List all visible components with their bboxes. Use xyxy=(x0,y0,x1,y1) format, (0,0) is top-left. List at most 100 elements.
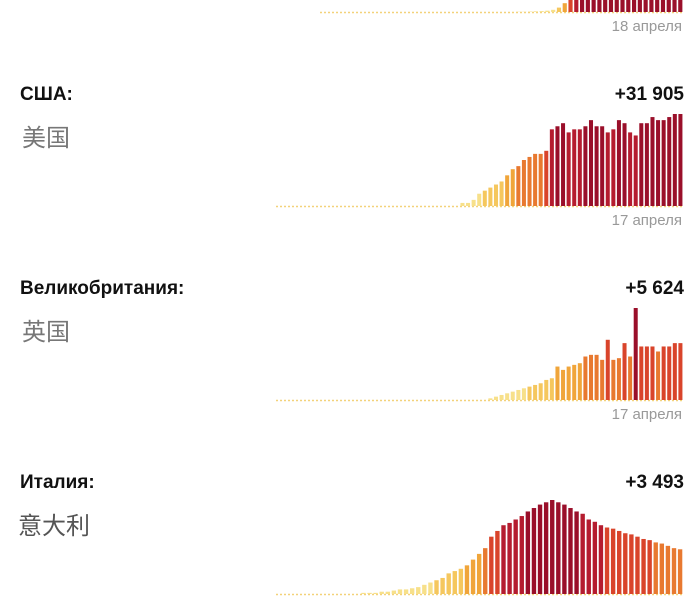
chart-bar xyxy=(561,123,566,206)
chart-bar xyxy=(409,588,415,594)
chart-bar xyxy=(660,0,666,12)
chart-bar xyxy=(505,393,510,400)
chart-uk xyxy=(276,308,684,402)
chart-bar xyxy=(391,590,397,594)
chart-bar xyxy=(510,391,515,400)
chart-bar xyxy=(622,123,627,206)
chart-bar xyxy=(483,548,488,594)
chart-bar xyxy=(591,0,596,12)
chart-bar xyxy=(477,193,482,206)
chart-bar xyxy=(533,11,538,12)
section-uk: Великобритания: 英国 +5 624 17 апреля xyxy=(0,278,700,438)
chart-bar xyxy=(650,346,655,400)
chart-bar xyxy=(568,0,573,12)
chart-bar xyxy=(549,378,554,400)
chart-bar xyxy=(597,0,602,12)
date-uk: 17 апреля xyxy=(611,406,682,423)
chart-bar xyxy=(488,398,493,400)
chart-bar xyxy=(586,519,591,594)
chart-bar xyxy=(580,0,585,12)
chart-bar xyxy=(397,589,403,594)
chart-usa xyxy=(276,114,684,208)
chart-bar xyxy=(574,511,579,594)
chart-top xyxy=(320,0,684,14)
chart-bar xyxy=(507,522,512,594)
chart-bar xyxy=(470,559,476,594)
chart-bar xyxy=(644,346,649,400)
chart-bar xyxy=(538,383,543,400)
chart-bar xyxy=(659,543,665,594)
chart-bar xyxy=(539,11,544,12)
chart-bar xyxy=(464,565,470,594)
chart-bar xyxy=(471,199,476,206)
chart-bar xyxy=(556,7,562,12)
chart-bar xyxy=(545,10,550,12)
chart-bar xyxy=(533,153,538,206)
chart-bar xyxy=(525,511,531,594)
chart-bar xyxy=(562,504,567,594)
chart-bar xyxy=(678,0,683,12)
chart-bar xyxy=(585,0,590,12)
chart-bar xyxy=(493,396,498,400)
chart-bar xyxy=(639,346,644,400)
chart-bar xyxy=(614,0,619,12)
chart-bar xyxy=(656,351,661,400)
country-cn-uk: 英国 xyxy=(22,318,70,346)
chart-bar xyxy=(611,359,616,400)
chart-bar xyxy=(516,166,521,206)
chart-bar xyxy=(556,502,561,594)
chart-bar xyxy=(476,553,482,594)
chart-bar xyxy=(605,339,610,400)
chart-bar xyxy=(628,356,633,400)
chart-bar xyxy=(577,129,582,206)
chart-bar xyxy=(460,202,465,206)
chart-bar xyxy=(572,364,577,400)
chart-bar xyxy=(555,126,560,206)
chart-bar xyxy=(661,120,666,206)
chart-bar xyxy=(655,0,660,12)
chart-bar xyxy=(672,0,677,12)
increase-italy: +3 493 xyxy=(625,472,684,493)
increase-usa: +31 905 xyxy=(614,84,684,105)
chart-bar xyxy=(488,187,493,206)
chart-bar xyxy=(603,0,608,12)
chart-bar xyxy=(555,366,560,400)
chart-bar xyxy=(677,549,683,594)
chart-bar xyxy=(628,132,633,206)
chart-bar xyxy=(538,153,543,206)
chart-bar xyxy=(672,343,677,400)
chart-bar xyxy=(583,126,588,206)
chart-bar xyxy=(644,123,649,206)
chart-bar xyxy=(647,540,652,594)
chart-bar xyxy=(632,0,637,12)
chart-bar xyxy=(544,379,549,400)
country-usa: США: xyxy=(20,84,73,105)
chart-bar xyxy=(600,126,605,206)
increase-uk: +5 624 xyxy=(625,278,684,299)
chart-bar xyxy=(513,519,518,594)
chart-bar xyxy=(598,525,604,594)
chart-bar xyxy=(588,120,594,206)
chart-bar xyxy=(521,160,526,206)
chart-bar xyxy=(516,389,521,400)
chart-bar xyxy=(440,577,445,594)
chart-bar xyxy=(667,346,672,400)
chart-bar xyxy=(531,508,537,594)
chart-bar xyxy=(626,0,631,12)
chart-bar xyxy=(641,538,646,594)
chart-bar xyxy=(499,394,504,400)
chart-bar xyxy=(434,580,439,594)
country-cn-usa: 美国 xyxy=(22,124,70,152)
chart-bar xyxy=(452,571,457,594)
chart-bar xyxy=(501,525,506,594)
chart-bar xyxy=(588,354,594,400)
chart-bar xyxy=(643,0,648,12)
chart-bar xyxy=(608,0,614,12)
chart-bar xyxy=(671,548,677,594)
chart-bar xyxy=(458,568,464,594)
chart-bar xyxy=(416,587,421,594)
section-italy: Италия: 意大利 +3 493 xyxy=(0,472,700,600)
chart-bar xyxy=(633,135,638,206)
chart-bar xyxy=(678,114,683,206)
chart-bar xyxy=(493,184,498,206)
